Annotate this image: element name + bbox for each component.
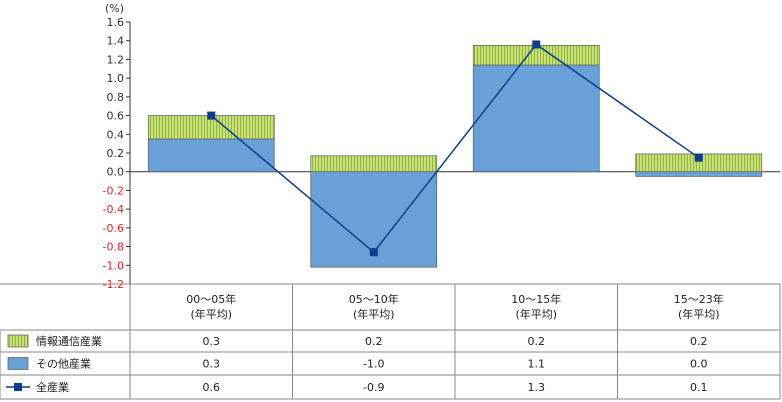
category-label: 15～23年 xyxy=(674,292,724,306)
y-tick-label: -1.0 xyxy=(103,259,124,272)
category-label: 05～10年 xyxy=(349,292,399,306)
total-line xyxy=(207,40,703,257)
y-tick-label: 0.6 xyxy=(107,110,125,123)
y-tick-label: 0.2 xyxy=(107,147,125,160)
y-tick-label: -0.4 xyxy=(103,203,124,216)
total-point xyxy=(207,111,216,120)
bar-other-industries xyxy=(147,138,275,173)
bar-other-industries xyxy=(472,64,600,173)
table-value: 0.3 xyxy=(203,335,221,348)
y-tick-label: 0.0 xyxy=(107,166,125,179)
table-value: -0.9 xyxy=(363,381,384,394)
y-tick-label: 1.0 xyxy=(107,72,125,85)
total-line-path xyxy=(210,43,700,254)
category-sublabel: (年平均) xyxy=(678,307,720,321)
bars xyxy=(147,45,763,268)
y-tick-label: -0.6 xyxy=(103,222,124,235)
legend-swatch xyxy=(7,334,29,348)
category-sublabel: (年平均) xyxy=(190,307,232,321)
total-point xyxy=(694,153,703,162)
y-tick-label: 0.4 xyxy=(107,128,125,141)
table-value: 0.2 xyxy=(365,335,383,348)
y-tick-label: 1.2 xyxy=(107,53,125,66)
category-sublabel: (年平均) xyxy=(353,307,395,321)
legend-label: 情報通信産業 xyxy=(36,335,102,348)
table-value: 0.1 xyxy=(690,381,708,394)
y-tick-label: 1.4 xyxy=(107,35,125,48)
table-value: 0.0 xyxy=(690,358,708,371)
table-value: 1.3 xyxy=(528,381,546,394)
data-table: 00～05年(年平均)05～10年(年平均)10～15年(年平均)15～23年(… xyxy=(0,283,781,400)
y-tick-label: -0.8 xyxy=(103,241,124,254)
y-tick-label: 0.8 xyxy=(107,91,125,104)
table-value: -1.0 xyxy=(363,358,384,371)
y-tick-label: -0.2 xyxy=(103,184,124,197)
legend-label: その他産業 xyxy=(36,358,91,371)
unit-label: (%) xyxy=(105,2,124,15)
table-value: 0.3 xyxy=(203,358,221,371)
category-sublabel: (年平均) xyxy=(515,307,557,321)
category-label: 00～05年 xyxy=(186,292,236,306)
total-point xyxy=(532,40,541,49)
table-value: 0.2 xyxy=(528,335,546,348)
category-label: 10～15年 xyxy=(511,292,561,306)
table-value: 0.6 xyxy=(203,381,221,394)
bar-ict-industry xyxy=(310,155,438,173)
table-value: 0.2 xyxy=(690,335,708,348)
total-point xyxy=(369,248,378,257)
legend-swatch xyxy=(7,357,29,370)
legend-label: 全産業 xyxy=(36,380,69,394)
legend-marker xyxy=(14,383,22,391)
y-tick-label: 1.6 xyxy=(107,16,125,29)
bar-other-industries xyxy=(635,171,763,177)
table-value: 1.1 xyxy=(528,358,546,371)
